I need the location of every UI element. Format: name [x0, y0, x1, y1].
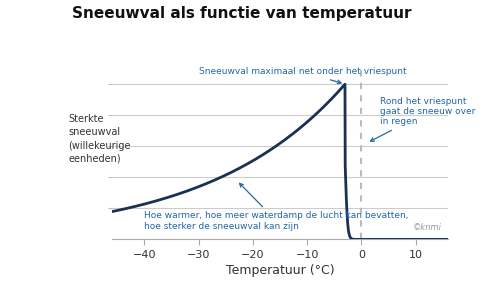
Text: Sterkte
sneeuwval
(willekeurige
eenheden): Sterkte sneeuwval (willekeurige eenheden…	[68, 114, 131, 164]
Text: Sneeuwval als functie van temperatuur: Sneeuwval als functie van temperatuur	[72, 6, 411, 21]
Text: Sneeuwval maximaal net onder het vriespunt: Sneeuwval maximaal net onder het vriespu…	[199, 67, 406, 84]
Text: Rond het vriespunt
gaat de sneeuw over
in regen: Rond het vriespunt gaat de sneeuw over i…	[370, 97, 476, 141]
Text: ©knmi: ©knmi	[412, 223, 441, 232]
X-axis label: Temperatuur (°C): Temperatuur (°C)	[226, 264, 334, 277]
Text: Hoe warmer, hoe meer waterdamp de lucht kan bevatten,
hoe sterker de sneeuwval k: Hoe warmer, hoe meer waterdamp de lucht …	[144, 183, 409, 231]
